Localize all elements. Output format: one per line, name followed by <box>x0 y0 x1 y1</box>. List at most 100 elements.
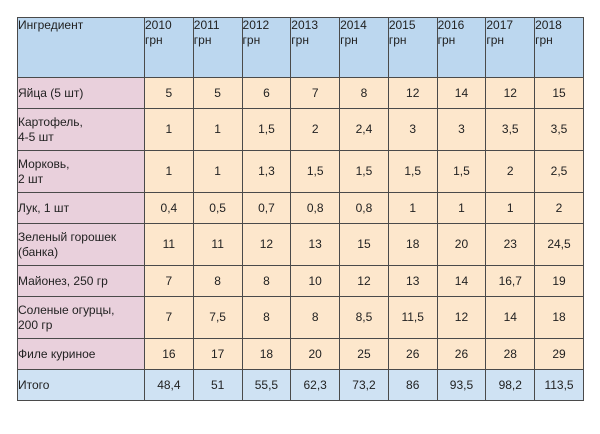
price-cell: 7 <box>290 77 341 109</box>
price-cell: 2,4 <box>339 108 389 151</box>
price-cell: 0,8 <box>290 192 341 224</box>
ingredient-name: Соленые огурцы, 200 гр <box>17 296 145 339</box>
price-cell: 2,5 <box>534 150 584 193</box>
price-cell: 3 <box>436 108 487 151</box>
ingredient-name: Лук, 1 шт <box>17 192 145 224</box>
price-cell: 18 <box>241 338 292 370</box>
price-cell: 16 <box>144 338 194 370</box>
year-header: 2012 грн <box>241 17 292 78</box>
price-cell: 18 <box>387 223 438 266</box>
ingredient-row: Майонез, 250 гр 7 8 8 10 12 13 14 16,7 19 <box>17 265 584 297</box>
price-cell: 2 <box>534 192 584 224</box>
ingredient-name-line: Картофель, <box>18 114 83 129</box>
price-cell: 7 <box>144 265 194 297</box>
year-header: 2011 грн <box>192 17 243 78</box>
year-header: 2015 грн <box>387 17 438 78</box>
price-cell: 20 <box>290 338 341 370</box>
ingredient-row: Филе куриное 16 17 18 20 25 26 26 28 29 <box>17 338 584 370</box>
total-row: Итого 48,4 51 55,5 62,3 73,2 86 93,5 98,2 113,5 <box>17 369 584 401</box>
price-cell: 0,7 <box>241 192 292 224</box>
price-cell: 8,5 <box>339 296 389 339</box>
ingredient-name: Картофель, 4-5 шт <box>17 108 145 151</box>
price-cell: 2 <box>485 150 536 193</box>
price-cell: 1 <box>144 150 194 193</box>
price-cell: 29 <box>534 338 584 370</box>
price-cell: 1,3 <box>241 150 292 193</box>
price-cell: 14 <box>436 265 487 297</box>
price-cell: 23 <box>485 223 536 266</box>
price-cell: 8 <box>290 296 341 339</box>
price-cell: 0,8 <box>339 192 389 224</box>
price-cell: 11 <box>192 223 243 266</box>
price-cell: 2 <box>290 108 341 151</box>
price-cell: 6 <box>241 77 292 109</box>
ingredient-row: Зеленый горошек (банка) 11 11 12 13 15 18 20 23 24… <box>17 223 584 266</box>
ingredient-name: Майонез, 250 гр <box>17 265 145 297</box>
price-cell: 1,5 <box>387 150 438 193</box>
price-cell: 16,7 <box>485 265 536 297</box>
total-value: 98,2 <box>485 369 536 401</box>
price-cell: 25 <box>339 338 389 370</box>
price-table: Ингредиент 2010 грн 2011 грн 2012 грн 2013 г… <box>17 17 584 401</box>
ingredient-column-header: Ингредиент <box>17 17 145 78</box>
total-label: Итого <box>17 369 145 401</box>
price-cell: 26 <box>387 338 438 370</box>
price-cell: 0,4 <box>144 192 194 224</box>
price-cell: 1 <box>436 192 487 224</box>
ingredient-name-line: Лук, 1 шт <box>18 200 70 215</box>
ingredient-name-line: 2 шт <box>18 171 44 186</box>
price-cell: 28 <box>485 338 536 370</box>
price-cell: 26 <box>436 338 487 370</box>
total-value: 62,3 <box>290 369 341 401</box>
price-cell: 24,5 <box>534 223 584 266</box>
ingredient-name: Филе куриное <box>17 338 145 370</box>
price-cell: 8 <box>192 265 243 297</box>
price-cell: 15 <box>339 223 389 266</box>
total-value: 93,5 <box>436 369 487 401</box>
price-cell: 14 <box>485 296 536 339</box>
price-cell: 14 <box>436 77 487 109</box>
price-cell: 18 <box>534 296 584 339</box>
price-cell: 20 <box>436 223 487 266</box>
price-cell: 1,5 <box>290 150 341 193</box>
price-cell: 1 <box>485 192 536 224</box>
ingredient-row: Картофель, 4-5 шт 1 1 1,5 2 2,4 3 3 3,5 3,5 <box>17 108 584 151</box>
year-header: 2014 грн <box>339 17 389 78</box>
ingredient-name-line: Майонез, 250 гр <box>18 273 108 288</box>
price-cell: 8 <box>241 296 292 339</box>
year-header: 2017 грн <box>485 17 536 78</box>
price-cell: 7,5 <box>192 296 243 339</box>
price-cell: 11,5 <box>387 296 438 339</box>
total-value: 51 <box>192 369 243 401</box>
ingredient-row: Яйца (5 шт) 5 5 6 7 8 12 14 12 15 <box>17 77 584 109</box>
ingredient-name: Яйца (5 шт) <box>17 77 145 109</box>
ingredient-name: Зеленый горошек (банка) <box>17 223 145 266</box>
price-cell: 8 <box>241 265 292 297</box>
ingredient-name-line: (банка) <box>18 244 59 259</box>
ingredient-name-line: Яйца (5 шт) <box>18 85 84 100</box>
price-cell: 3,5 <box>534 108 584 151</box>
price-cell: 15 <box>534 77 584 109</box>
header-row: Ингредиент 2010 грн 2011 грн 2012 грн 2013 г… <box>17 17 584 78</box>
year-header: 2016 грн <box>436 17 487 78</box>
price-cell: 7 <box>144 296 194 339</box>
price-cell: 1 <box>387 192 438 224</box>
price-cell: 12 <box>436 296 487 339</box>
price-cell: 1 <box>192 108 243 151</box>
table-body: Яйца (5 шт) 5 5 6 7 8 12 14 12 15 Картофель, 4-5 шт… <box>17 77 584 401</box>
total-value: 55,5 <box>241 369 292 401</box>
price-cell: 12 <box>387 77 438 109</box>
ingredient-row: Морковь, 2 шт 1 1 1,3 1,5 1,5 1,5 1,5 2 2,5 <box>17 150 584 193</box>
total-value: 86 <box>387 369 438 401</box>
ingredient-name-line: Итого <box>18 377 50 392</box>
ingredient-row: Лук, 1 шт 0,4 0,5 0,7 0,8 0,8 1 1 1 2 <box>17 192 584 224</box>
year-header: 2013 грн <box>290 17 341 78</box>
price-cell: 12 <box>339 265 389 297</box>
price-cell: 3 <box>387 108 438 151</box>
price-cell: 5 <box>192 77 243 109</box>
ingredient-name-line: Зеленый горошек <box>18 229 117 244</box>
price-cell: 12 <box>241 223 292 266</box>
price-cell: 19 <box>534 265 584 297</box>
ingredient-name-line: Морковь, <box>18 156 70 171</box>
total-value: 73,2 <box>339 369 389 401</box>
